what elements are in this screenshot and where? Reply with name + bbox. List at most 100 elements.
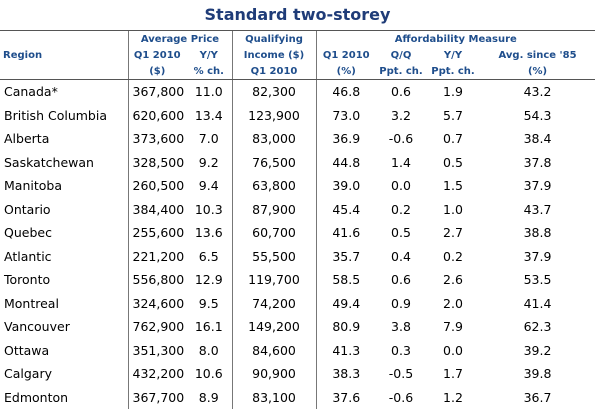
- table-cell: 1.2: [443, 389, 463, 405]
- table-cell: 37.6: [315, 385, 376, 409]
- table-cell: 74,200: [231, 291, 316, 315]
- table-cell: 55,500: [231, 244, 316, 268]
- table-cell: -0.6: [388, 389, 414, 405]
- table-cell: 37.9: [523, 248, 552, 264]
- table-cell: 8.0: [198, 342, 219, 358]
- table-cell: 11.0: [194, 84, 223, 100]
- table-cell: 62.3: [523, 319, 552, 335]
- table-cell: 367,700: [127, 385, 186, 409]
- table-row: Ontario 384,400 10.3 87,900 45.4 0.2 1.0 43.7: [0, 197, 595, 221]
- table-cell: 0.6: [391, 272, 411, 288]
- table-cell: 7.0: [198, 131, 219, 147]
- header-cell: Region: [3, 49, 43, 61]
- table-cell: 119,700: [231, 268, 316, 292]
- table-cell: Saskatchewan: [4, 154, 94, 170]
- header-cell: (%): [480, 63, 595, 80]
- table-cell: 76,500: [231, 150, 316, 174]
- table-row: Saskatchewan 328,500 9.2 76,500 44.8 1.4 0.5 37…: [0, 150, 595, 174]
- table-body: Canada* 367,800 11.0 82,300 46.8 0.6 1.9 43.2 Br…: [0, 79, 595, 409]
- table-row: Montreal 324,600 9.5 74,200 49.4 0.9 2.0 41.4: [0, 291, 595, 315]
- header-row: Region Q1 2010 Y/Y Income ($) Q1 2010 Q/Q Y/Y A…: [0, 47, 595, 63]
- table-cell: 83,100: [231, 385, 316, 409]
- header-cell: Y/Y: [443, 49, 463, 61]
- table-cell: 10.3: [194, 201, 223, 217]
- table-cell: 762,900: [127, 315, 186, 339]
- table-cell: British Columbia: [4, 107, 107, 123]
- table-cell: 38.3: [315, 362, 376, 386]
- header-row: ($)% ch. Q1 2010 (%) Ppt. ch. Ppt. ch. (%): [0, 63, 595, 80]
- table-cell: 0.3: [391, 342, 411, 358]
- table-cell: 373,600: [127, 127, 186, 151]
- table-cell: 43.2: [523, 84, 552, 100]
- table-cell: 367,800: [127, 79, 186, 104]
- header-cell: Q1 2010: [315, 47, 376, 63]
- table-cell: 556,800: [127, 268, 186, 292]
- table-cell: 3.2: [391, 107, 411, 123]
- table-cell: 37.8: [523, 154, 552, 170]
- table-cell: 84,600: [231, 338, 316, 362]
- table-cell: Manitoba: [4, 178, 62, 194]
- table-cell: 324,600: [127, 291, 186, 315]
- table-cell: Alberta: [4, 131, 50, 147]
- table-cell: Vancouver: [4, 319, 70, 335]
- header-cell: Y/Y: [199, 49, 218, 61]
- header-cell: Q1 2010: [127, 47, 186, 63]
- table-cell: 123,900: [231, 103, 316, 127]
- table-cell: 1.0: [443, 201, 463, 217]
- table-cell: 1.9: [443, 84, 463, 100]
- table-cell: 41.3: [315, 338, 376, 362]
- table-cell: 0.5: [443, 154, 463, 170]
- table-cell: 80.9: [315, 315, 376, 339]
- table-cell: 0.0: [391, 178, 411, 194]
- table-cell: 351,300: [127, 338, 186, 362]
- table-cell: 432,200: [127, 362, 186, 386]
- table-cell: 1.5: [443, 178, 463, 194]
- table-cell: 36.7: [523, 389, 552, 405]
- table-cell: 38.8: [523, 225, 552, 241]
- table-cell: 83,000: [231, 127, 316, 151]
- table-cell: 12.9: [194, 272, 223, 288]
- header-cell: (%): [315, 63, 376, 80]
- group-header: Average Price: [127, 30, 232, 47]
- table-cell: 39.2: [523, 342, 552, 358]
- table-cell: 3.8: [391, 319, 411, 335]
- table-row: Vancouver 762,900 16.1 149,200 80.9 3.8 7.9 62.…: [0, 315, 595, 339]
- table-cell: 0.9: [391, 295, 411, 311]
- table-cell: 384,400: [127, 197, 186, 221]
- table-cell: 36.9: [315, 127, 376, 151]
- table-cell: 2.0: [443, 295, 463, 311]
- table-cell: 7.9: [443, 319, 463, 335]
- table-cell: 5.7: [443, 107, 463, 123]
- table-cell: 13.6: [194, 225, 223, 241]
- table-cell: 63,800: [231, 174, 316, 198]
- table-title: Standard two-storey: [204, 5, 391, 24]
- table-cell: 41.4: [523, 295, 552, 311]
- table-cell: Atlantic: [4, 248, 52, 264]
- table-row: Edmonton 367,700 8.9 83,100 37.6 -0.6 1.2 36.7: [0, 385, 595, 409]
- table-cell: 260,500: [127, 174, 186, 198]
- header-cell: [0, 30, 128, 47]
- table-row: Alberta 373,600 7.0 83,000 36.9 -0.6 0.7 38.4: [0, 127, 595, 151]
- table-cell: 620,600: [127, 103, 186, 127]
- table-cell: 16.1: [194, 319, 223, 335]
- table-cell: 2.6: [443, 272, 463, 288]
- table-cell: 0.5: [391, 225, 411, 241]
- table-cell: 9.5: [198, 295, 219, 311]
- table-row: Atlantic 221,200 6.5 55,500 35.7 0.4 0.2 37.9: [0, 244, 595, 268]
- table-cell: 60,700: [231, 221, 316, 245]
- table-cell: 13.4: [194, 107, 223, 123]
- table-row: Toronto 556,800 12.9 119,700 58.5 0.6 2.6 53.5: [0, 268, 595, 292]
- header-cell: ($): [127, 63, 186, 80]
- table-cell: 44.8: [315, 150, 376, 174]
- table-cell: 38.4: [523, 131, 552, 147]
- table-cell: 43.7: [523, 201, 552, 217]
- table-cell: 328,500: [127, 150, 186, 174]
- table-cell: 8.9: [198, 389, 219, 405]
- table-cell: Toronto: [4, 272, 51, 288]
- table-cell: 54.3: [523, 107, 552, 123]
- table-cell: 82,300: [231, 79, 316, 104]
- table-cell: Canada*: [4, 84, 58, 100]
- table-cell: Montreal: [4, 295, 59, 311]
- table-cell: 49.4: [315, 291, 376, 315]
